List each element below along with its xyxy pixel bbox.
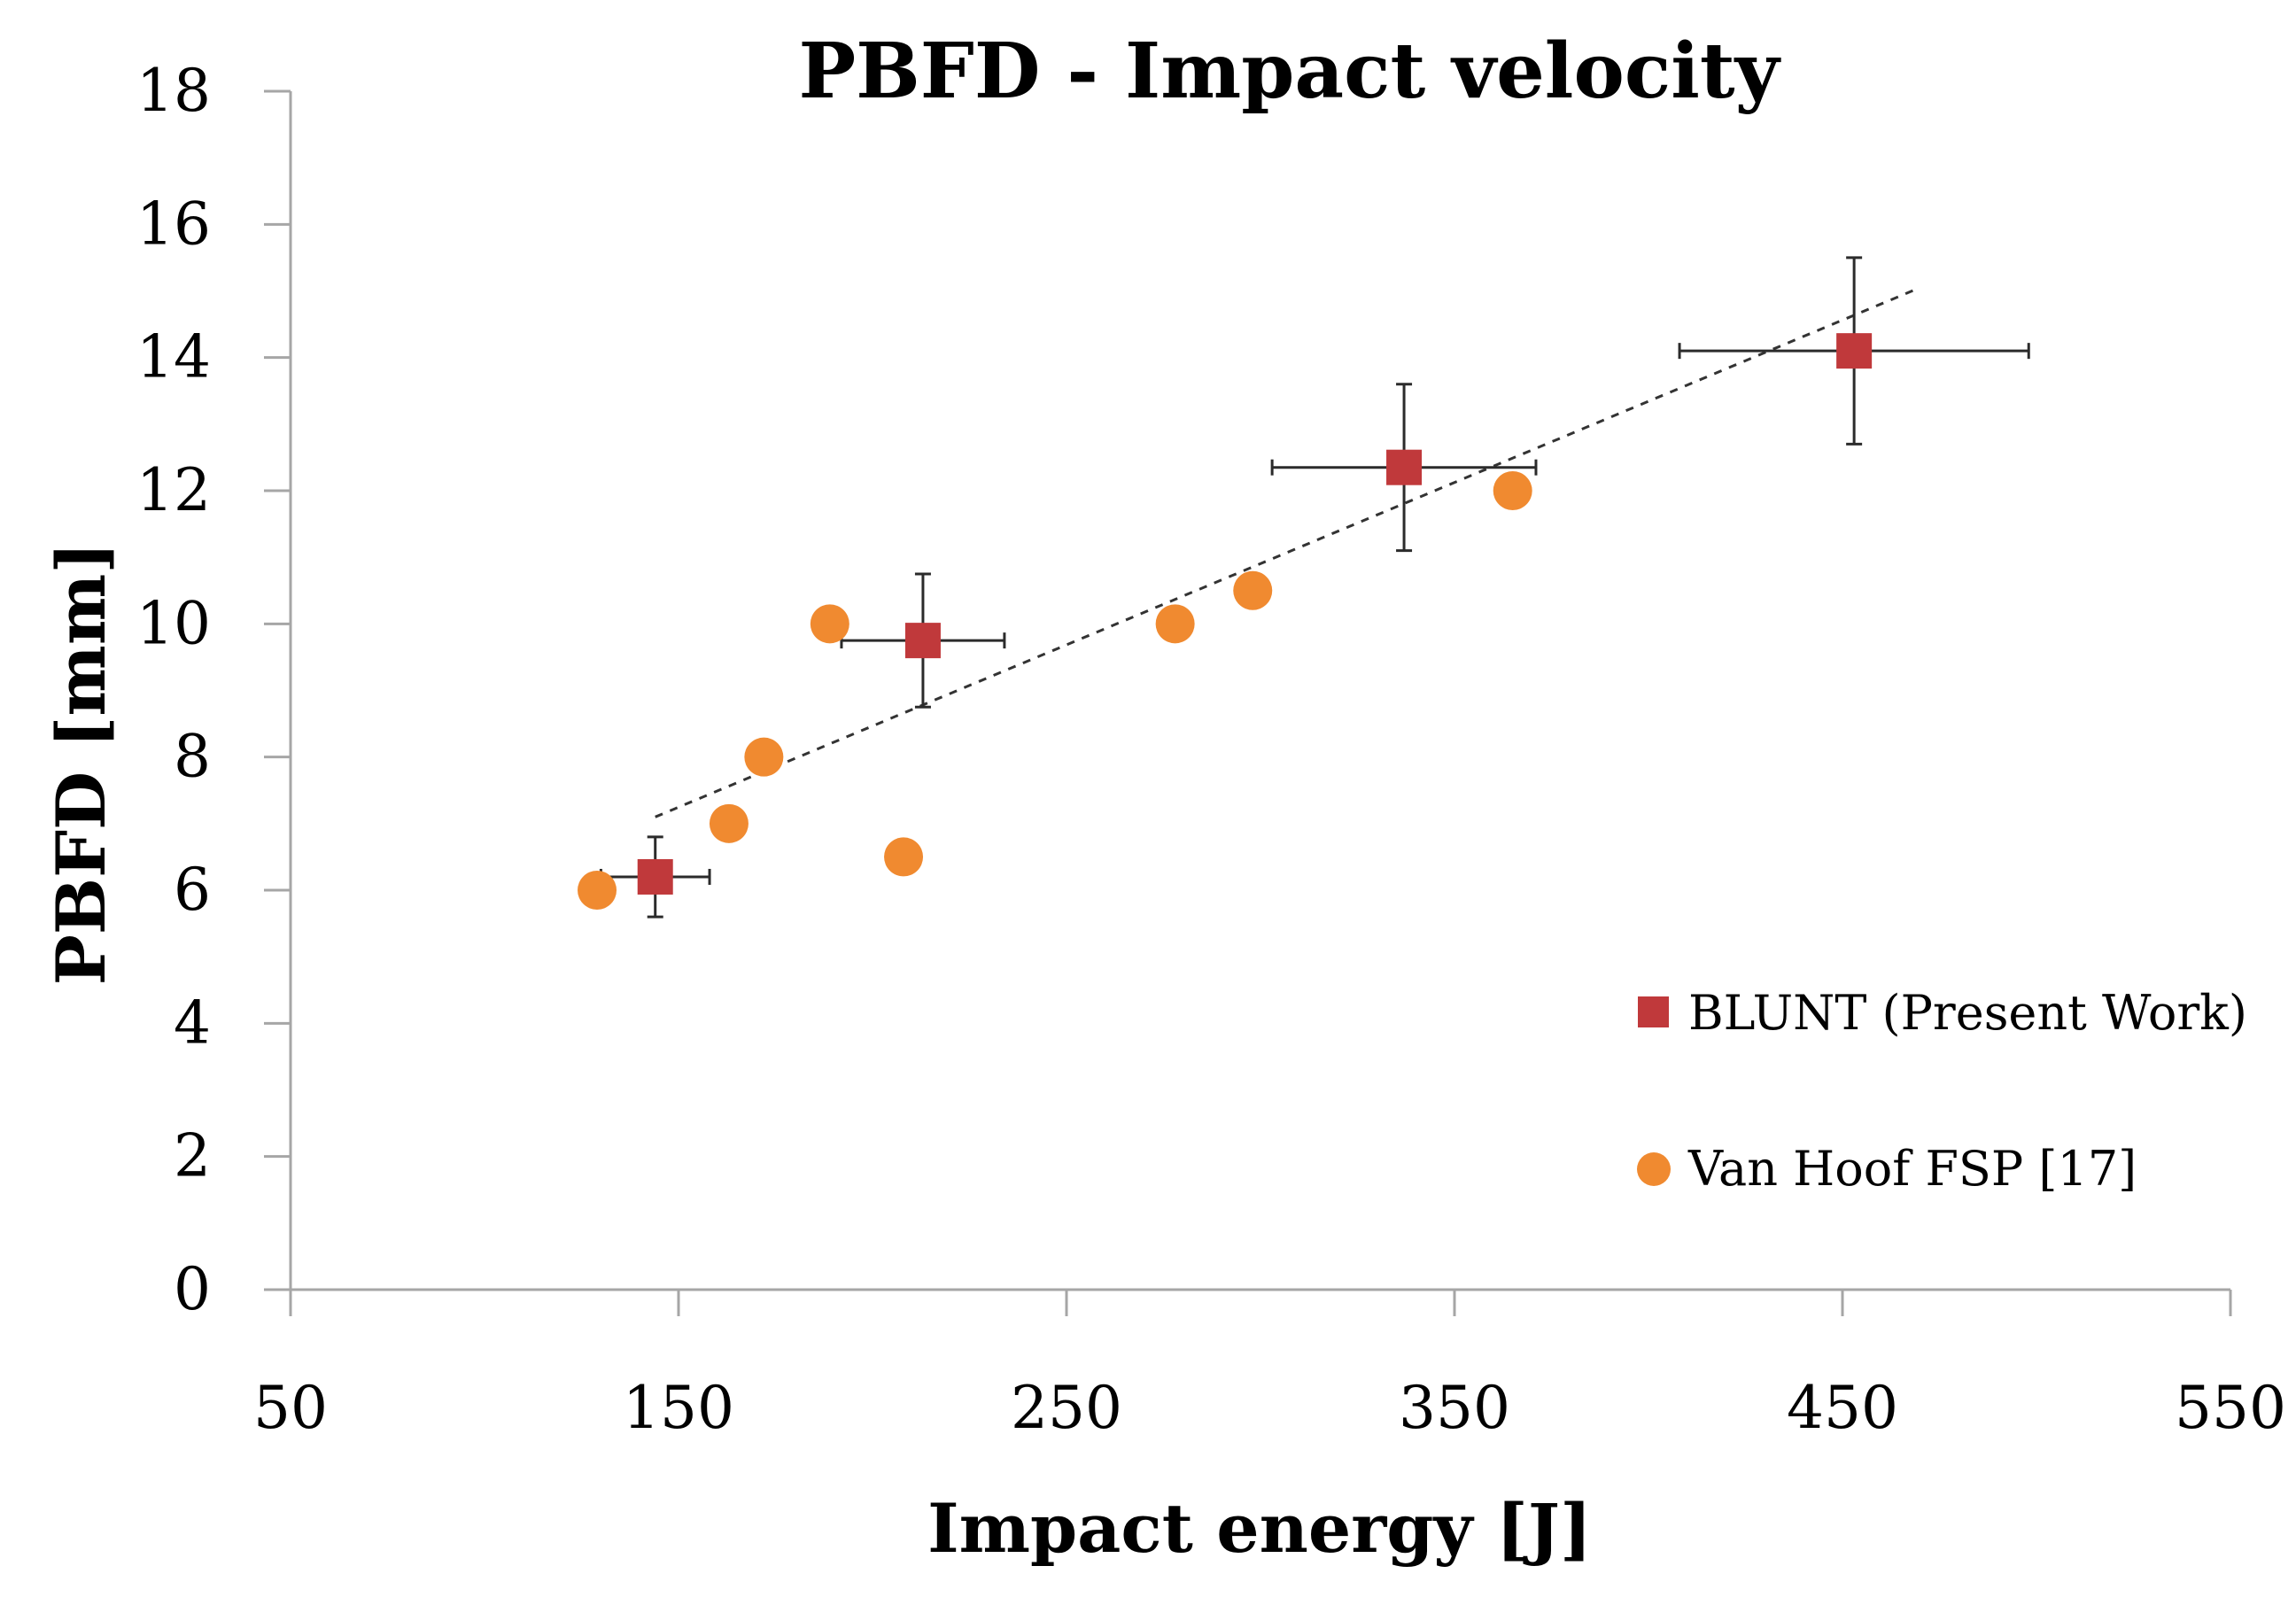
van-hoof-point [744,737,784,777]
blunt-point [637,858,673,895]
van-hoof-point [1493,471,1532,510]
legend: BLUNT (Present Work) Van Hoof FSP [17] [1637,985,2247,1197]
x-tick-label: 450 [1787,1374,1898,1442]
x-tick-label: 150 [623,1374,734,1442]
y-tick-label: 16 [136,190,211,258]
x-tick-label: 250 [1011,1374,1122,1442]
y-tick-label: 14 [136,323,211,391]
y-ticks: 0 2 4 6 8 10 12 14 16 18 [136,57,291,1323]
van-hoof-point [884,837,924,877]
van-hoof-point [810,604,849,644]
x-tick-label: 350 [1399,1374,1510,1442]
x-ticks: 50 150 250 350 450 550 [253,1290,2286,1442]
van-hoof-points [578,471,1532,910]
y-tick-label: 2 [174,1122,211,1190]
y-tick-label: 12 [136,456,211,524]
van-hoof-point [578,871,617,910]
x-tick-label: 50 [253,1374,328,1442]
y-axis-title: PBFD [mm] [42,542,120,985]
chart-title: PBFD - Impact velocity [798,27,1781,116]
y-tick-label: 0 [174,1255,211,1323]
trendline-group [655,286,1921,818]
van-hoof-point [709,803,749,843]
blunt-point [1836,333,1873,369]
x-axis-title: Impact energy [J] [927,1489,1592,1568]
y-tick-label: 18 [136,57,211,125]
van-hoof-point [1233,570,1273,610]
trendline [655,286,1921,818]
y-tick-label: 8 [174,723,211,791]
legend-marker-blunt [1638,996,1669,1027]
x-tick-label: 550 [2175,1374,2286,1442]
y-tick-label: 6 [174,856,211,924]
legend-label-van-hoof: Van Hoof FSP [17] [1687,1141,2137,1197]
y-tick-label: 4 [174,988,211,1057]
legend-marker-van-hoof [1637,1152,1671,1186]
axes [289,91,2230,1291]
error-bars [599,256,2030,919]
blunt-points [637,333,1873,895]
legend-label-blunt: BLUNT (Present Work) [1688,985,2247,1041]
y-tick-label: 10 [136,589,211,657]
blunt-point [904,623,941,659]
van-hoof-point [1155,604,1195,644]
blunt-point [1386,449,1423,485]
